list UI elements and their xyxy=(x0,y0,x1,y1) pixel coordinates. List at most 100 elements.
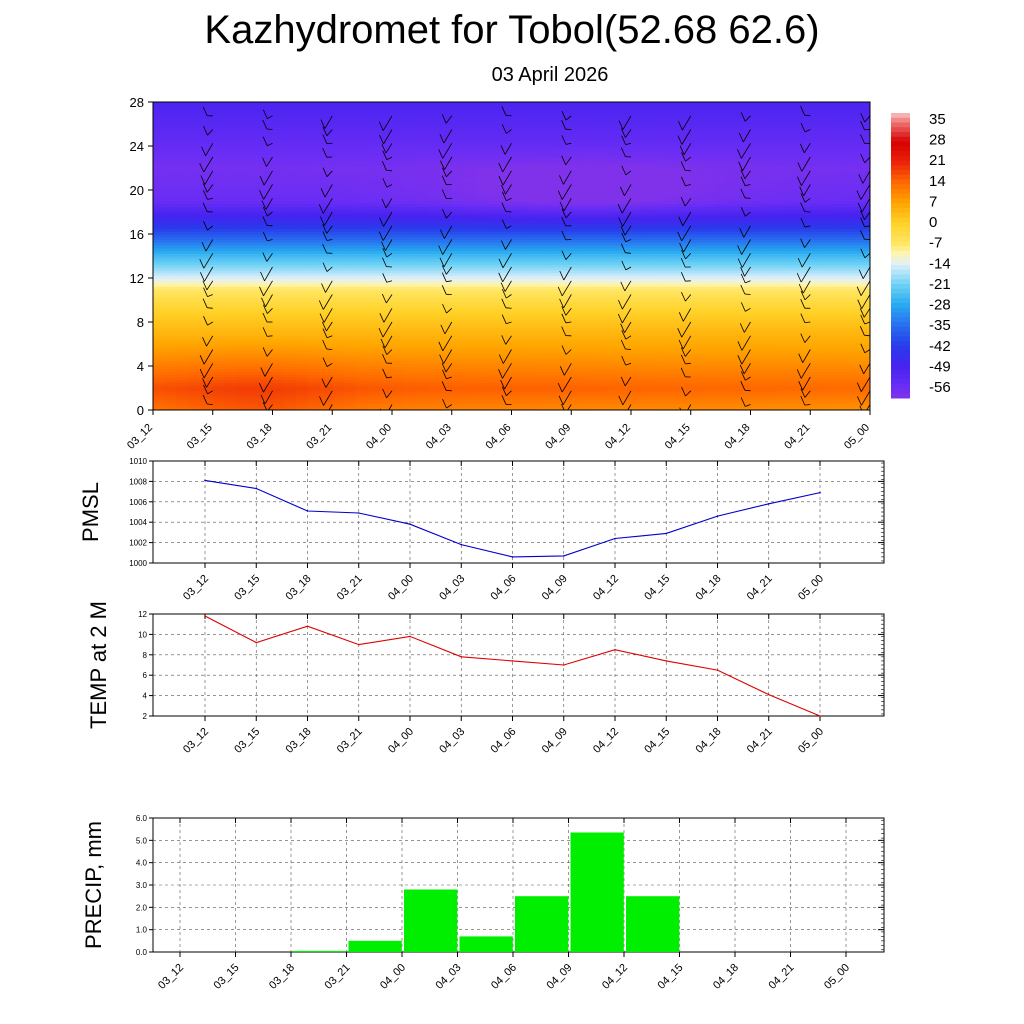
heatmap-cell xyxy=(296,379,309,384)
heatmap-cell xyxy=(654,253,668,257)
heatmap-cell xyxy=(834,404,847,408)
heatmap-cell xyxy=(583,399,596,403)
heatmap-cell xyxy=(356,335,369,340)
heatmap-cell xyxy=(631,253,644,257)
heatmap-cell xyxy=(547,366,560,370)
heatmap-cell xyxy=(176,407,190,410)
heatmap-cell xyxy=(176,385,190,389)
heatmap-cell xyxy=(224,258,238,263)
heatmap-cell xyxy=(212,308,226,312)
heatmap-cell xyxy=(308,280,321,285)
heatmap-cell xyxy=(236,316,250,320)
heatmap-cell xyxy=(284,319,297,323)
heatmap-cell xyxy=(320,382,333,386)
heatmap-cell xyxy=(654,264,668,268)
heatmap-cell xyxy=(571,291,584,296)
heatmap-cell xyxy=(690,198,704,202)
heatmap-cell xyxy=(535,278,548,282)
heatmap-cell xyxy=(320,190,333,194)
heatmap-cell xyxy=(356,377,369,381)
heatmap-cell xyxy=(690,212,704,216)
heatmap-cell xyxy=(296,333,309,337)
heatmap-cell xyxy=(153,217,166,221)
heatmap-cell xyxy=(786,225,799,230)
heatmap-cell xyxy=(595,184,608,188)
heatmap-cell xyxy=(750,313,764,318)
heatmap-cell xyxy=(535,338,548,342)
heatmap-cell xyxy=(403,209,417,213)
heatmap-cell xyxy=(774,399,787,403)
heatmap-cell xyxy=(523,368,536,373)
heatmap-cell xyxy=(511,247,525,252)
heatmap-cell xyxy=(786,220,799,224)
heatmap-cell xyxy=(726,311,740,315)
heatmap-cell xyxy=(583,393,596,397)
heatmap-cell xyxy=(834,399,847,403)
heatmap-cell xyxy=(726,374,740,378)
heatmap-cell xyxy=(834,374,847,378)
heatmap-cell xyxy=(810,338,823,342)
heatmap-cell xyxy=(153,324,166,329)
heatmap-cell xyxy=(559,234,572,238)
heatmap-cell xyxy=(320,322,333,326)
heatmap-cell xyxy=(798,291,811,296)
heatmap-cell xyxy=(427,217,441,221)
heatmap-cell xyxy=(619,228,632,232)
heatmap-cell xyxy=(272,209,286,213)
heatmap-cell xyxy=(750,355,764,359)
heatmap-cell xyxy=(296,289,309,293)
heatmap-cell xyxy=(284,250,297,254)
heatmap-cell xyxy=(535,388,548,392)
heatmap-cell xyxy=(284,316,297,320)
heatmap-cell xyxy=(368,247,381,252)
heatmap-cell xyxy=(595,319,608,323)
heatmap-cell xyxy=(212,228,226,232)
heatmap-cell xyxy=(392,278,405,282)
heatmap-cell xyxy=(678,286,692,290)
heatmap-cell xyxy=(834,294,847,298)
heatmap-cell xyxy=(607,311,620,315)
heatmap-cell xyxy=(607,195,620,199)
heatmap-cell xyxy=(188,212,202,216)
heatmap-cell xyxy=(535,302,548,307)
heatmap-cell xyxy=(654,198,668,202)
heatmap-cell xyxy=(451,242,465,246)
heatmap-cell xyxy=(451,357,465,362)
heatmap-cell xyxy=(248,190,262,194)
heatmap-cell xyxy=(368,258,381,263)
heatmap-cell xyxy=(427,250,441,254)
heatmap-cell xyxy=(774,341,787,345)
heatmap-cell xyxy=(631,195,644,199)
heatmap-cell xyxy=(236,269,250,274)
heatmap-cell xyxy=(415,379,429,384)
heatmap-cell xyxy=(284,371,297,375)
heatmap-cell xyxy=(439,212,453,216)
heatmap-cell xyxy=(356,212,369,216)
heatmap-cell xyxy=(846,308,859,312)
heatmap-cell xyxy=(834,311,847,315)
heatmap-cell xyxy=(200,379,214,384)
heatmap-cell xyxy=(631,264,644,268)
heatmap-cell xyxy=(487,225,501,230)
heatmap-cell xyxy=(654,313,668,318)
heatmap-cell xyxy=(308,357,321,362)
heatmap-cell xyxy=(834,341,847,345)
heatmap-cell xyxy=(403,363,417,367)
heatmap-cell xyxy=(439,187,453,191)
heatmap-cell xyxy=(392,346,405,351)
heatmap-cell xyxy=(535,289,548,293)
heatmap-cell xyxy=(320,393,333,397)
heatmap-cell xyxy=(403,379,417,384)
heatmap-cell xyxy=(356,195,369,199)
heatmap-cell xyxy=(427,327,441,331)
heatmap-cell xyxy=(188,360,202,364)
heatmap-cell xyxy=(272,212,286,216)
heatmap-cell xyxy=(260,341,274,345)
heatmap-cell xyxy=(690,322,704,326)
page-title: Kazhydromet for Tobol(52.68 62.6) xyxy=(204,8,820,52)
heatmap-cell xyxy=(511,187,525,191)
heatmap-cell xyxy=(248,258,262,263)
heatmap-cell xyxy=(392,371,405,375)
heatmap-cell xyxy=(451,308,465,312)
heatmap-cell xyxy=(368,264,381,268)
